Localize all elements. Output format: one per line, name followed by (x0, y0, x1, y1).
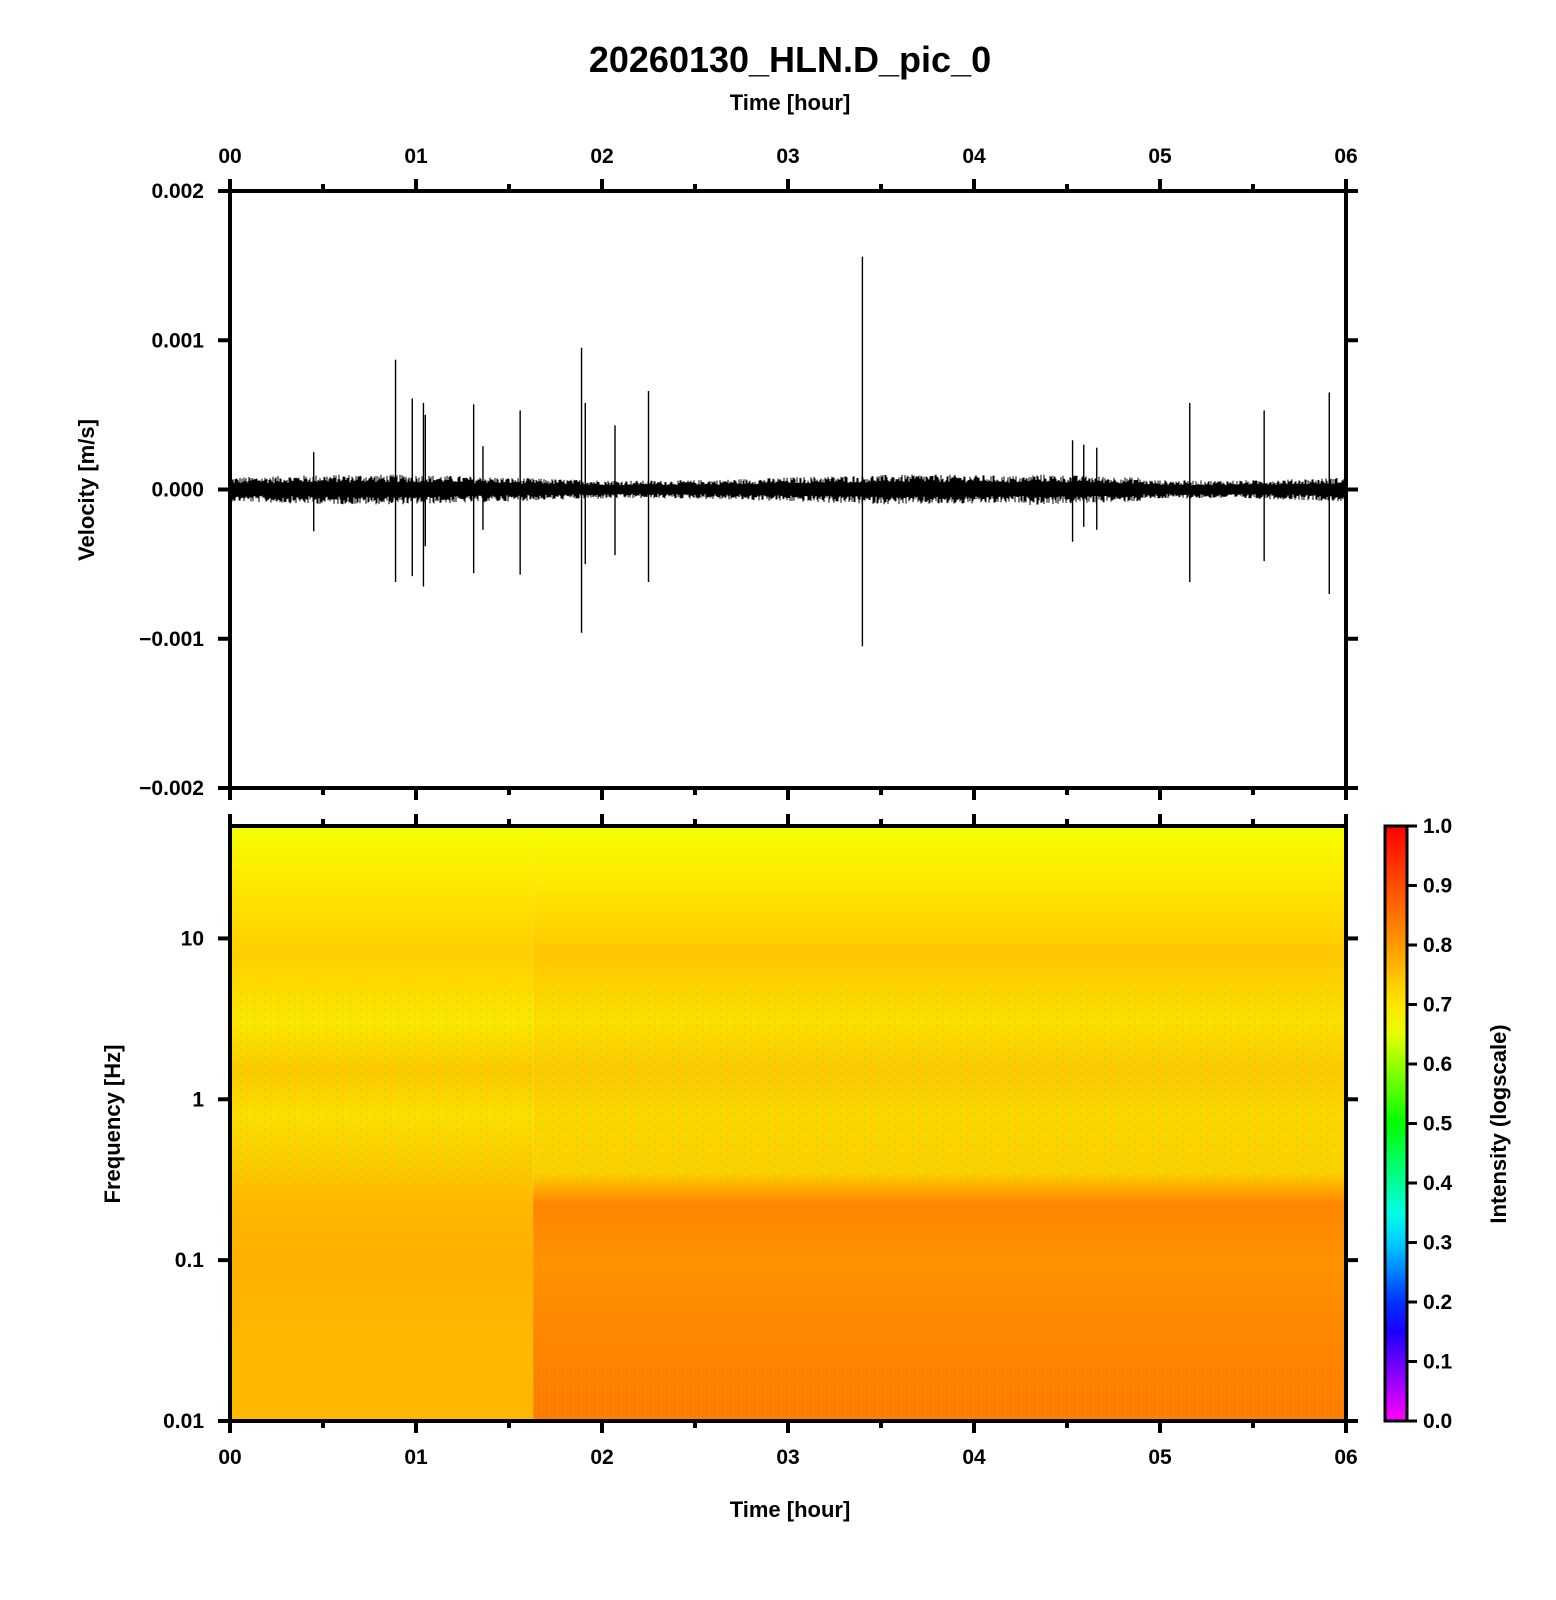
waveform-y-tick-label: −0.002 (139, 777, 204, 800)
spectrogram-speckle (230, 986, 1346, 1184)
waveform-panel: 00 01 02 03 04 05 06 0.002 0.001 0.000 −0.001 −0.0… (74, 145, 1358, 800)
bottom-x-tick-label: 05 (1148, 1446, 1172, 1469)
top-x-tick-label: 00 (218, 145, 241, 168)
colorbar-ticks: 1.0 0.9 0.8 0.7 0.6 0.5 0.4 0.3 0.2 0.1 0.0 (1407, 815, 1453, 1433)
colorbar-tick-label: 0.9 (1423, 875, 1452, 898)
bottom-x-tick-label: 04 (962, 1446, 986, 1469)
top-x-tick-label: 01 (404, 145, 428, 168)
colorbar-tick-label: 0.6 (1423, 1053, 1452, 1076)
spectrogram-y-tick-label: 0.01 (163, 1410, 204, 1433)
colorbar-tick-label: 0.4 (1423, 1172, 1453, 1195)
bottom-x-tick-label: 02 (590, 1446, 613, 1469)
waveform-y-tick-label: 0.002 (151, 180, 204, 203)
chart-title: 20260130_HLN.D_pic_0 (589, 39, 991, 80)
waveform-y-axis-label: Velocity [m/s] (74, 419, 99, 561)
colorbar-tick-label: 0.2 (1423, 1291, 1452, 1314)
colorbar-tick-label: 0.1 (1423, 1351, 1453, 1374)
top-x-axis-label: Time [hour] (730, 90, 851, 115)
colorbar: 1.0 0.9 0.8 0.7 0.6 0.5 0.4 0.3 0.2 0.1 0.0 Intens… (1383, 815, 1511, 1433)
spectrogram-panel: 00 01 02 03 04 05 06 10 1 0.1 0.01 Frequency [Hz]… (100, 814, 1358, 1522)
waveform-y-tick-label: 0.001 (151, 329, 204, 352)
top-x-tick-label: 05 (1148, 145, 1172, 168)
top-x-tick-label: 06 (1334, 145, 1357, 168)
colorbar-tick-label: 0.0 (1423, 1410, 1452, 1433)
spectrogram-y-ticks: 10 1 0.1 0.01 (163, 927, 1358, 1433)
bottom-x-tick-label: 06 (1334, 1446, 1357, 1469)
colorbar-tick-label: 0.8 (1423, 934, 1453, 957)
spectrogram-x-ticks: 00 01 02 03 04 05 06 (218, 814, 1358, 1469)
top-x-tick-label: 02 (590, 145, 613, 168)
spectrogram-y-tick-label: 0.1 (175, 1249, 205, 1272)
waveform-top-x-ticks: 00 01 02 03 04 05 06 (218, 145, 1358, 800)
colorbar-tick-label: 0.5 (1423, 1113, 1453, 1136)
waveform-y-tick-label: 0.000 (151, 479, 204, 502)
spectrogram-y-tick-label: 1 (192, 1088, 204, 1111)
colorbar-tick-label: 1.0 (1423, 815, 1452, 838)
top-x-tick-label: 04 (962, 145, 986, 168)
top-x-tick-label: 03 (776, 145, 799, 168)
spectrogram-y-tick-label: 10 (181, 927, 204, 950)
bottom-x-tick-label: 00 (218, 1446, 241, 1469)
waveform-spikes (313, 256, 1330, 647)
colorbar-tick-label: 0.7 (1423, 994, 1452, 1017)
bottom-x-axis-label: Time [hour] (730, 1497, 851, 1522)
bottom-x-tick-label: 01 (404, 1446, 428, 1469)
spectrogram-stripes (533, 1196, 1346, 1421)
colorbar-gradient (1383, 824, 1409, 1423)
colorbar-label: Intensity (logscale) (1486, 1024, 1511, 1223)
spectrogram-y-axis-label: Frequency [Hz] (100, 1045, 125, 1204)
colorbar-tick-label: 0.3 (1423, 1232, 1452, 1255)
waveform-y-tick-label: −0.001 (139, 628, 204, 651)
waveform-y-ticks: 0.002 0.001 0.000 −0.001 −0.002 (139, 180, 1358, 800)
bottom-x-tick-label: 03 (776, 1446, 799, 1469)
